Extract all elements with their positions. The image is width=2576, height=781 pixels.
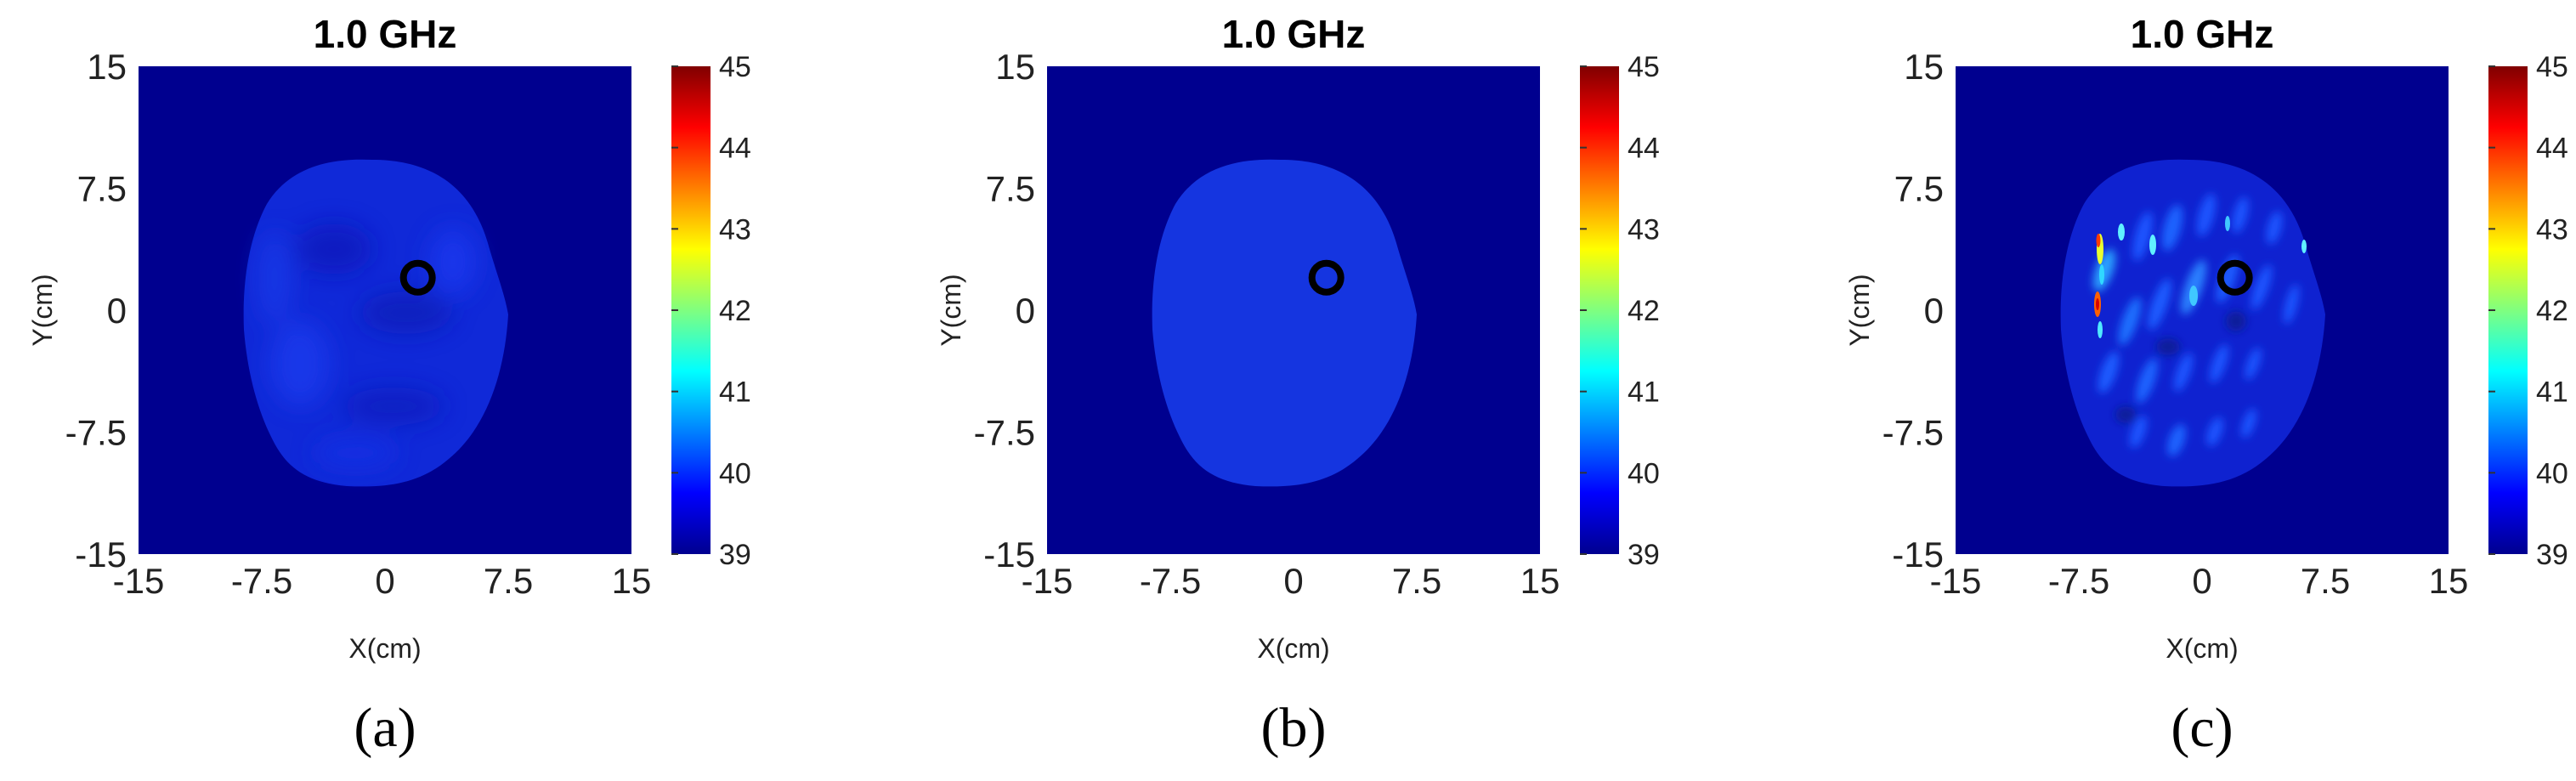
- panel-a-title: 1.0 GHz: [314, 12, 457, 56]
- panel-b-colorbar-tick: 42: [1628, 295, 1660, 327]
- panel-a-x-tick: 15: [612, 561, 652, 601]
- panel-a-y-tick: 0: [107, 291, 127, 331]
- panel-a: 1.0 GHz -15 -7.5 0 7.5 15 15 7.5 0 -7.5 -15 X(cm…: [27, 12, 751, 759]
- panel-a-colorbar-tick: 39: [719, 539, 751, 571]
- panel-b-y-ticks: 15 7.5 0 -7.5 -15: [974, 47, 1035, 574]
- panel-c-x-tick: -15: [1930, 561, 1982, 601]
- panel-a-y-tick: 7.5: [77, 169, 127, 209]
- panel-c-y-tick: 7.5: [1894, 169, 1944, 209]
- panel-a-colorbar-tick: 45: [719, 51, 751, 83]
- panel-b-colorbar-tick: 45: [1628, 51, 1660, 83]
- panel-a-y-tick: -15: [75, 535, 127, 574]
- panel-b-y-tick: 15: [995, 47, 1035, 87]
- panel-c-x-tick: 7.5: [2301, 561, 2350, 601]
- panel-c-x-tick: 15: [2429, 561, 2469, 601]
- panel-b-x-ticks: -15 -7.5 0 7.5 15: [1022, 561, 1560, 601]
- panel-a-colorbar-tick: 40: [719, 457, 751, 490]
- panel-b-caption: (b): [1261, 697, 1327, 759]
- panel-c-y-tick: 15: [1904, 47, 1944, 87]
- panel-a-x-tick: 7.5: [484, 561, 533, 601]
- panel-b-colorbar-tick: 41: [1628, 376, 1660, 409]
- panel-c-caption: (c): [2171, 697, 2233, 759]
- panel-c-y-tick: 0: [1924, 291, 1944, 331]
- panel-b-marker: [1308, 259, 1345, 296]
- panel-c-x-label: X(cm): [2166, 633, 2238, 664]
- panel-a-y-tick: -7.5: [65, 413, 127, 453]
- panel-b-colorbar-tick: 43: [1628, 213, 1660, 246]
- panel-b-y-tick: -7.5: [974, 413, 1035, 453]
- panel-c-colorbar-tick: 41: [2536, 376, 2568, 409]
- panel-c-colorbar-ticks: 45 44 43 42 41 40 39: [2488, 51, 2568, 571]
- panel-c-marker: [2216, 259, 2253, 296]
- panel-a-y-label: Y(cm): [27, 274, 58, 346]
- panel-a-colorbar-tick: 44: [719, 133, 751, 165]
- panel-b-colorbar-tick: 39: [1628, 539, 1660, 571]
- panel-c: 1.0 GHz: [1844, 12, 2568, 759]
- panel-b-x-tick: -15: [1022, 561, 1073, 601]
- panel-b-colorbar-ticks: 45 44 43 42 41 40 39: [1580, 51, 1660, 571]
- panel-a-colorbar-tick: 43: [719, 213, 751, 246]
- panel-a-x-tick: 0: [375, 561, 394, 601]
- panel-b-y-tick: -15: [983, 535, 1035, 574]
- panel-b-y-tick: 0: [1016, 291, 1035, 331]
- panel-a-colorbar-ticks: 45 44 43 42 41 40 39: [671, 51, 751, 571]
- panel-b-head-region: [1152, 159, 1417, 487]
- panel-b-x-tick: -7.5: [1140, 561, 1201, 601]
- panel-c-colorbar-tick: 39: [2536, 539, 2568, 571]
- panel-c-colorbar-tick: 43: [2536, 213, 2568, 246]
- panel-b-y-tick: 7.5: [986, 169, 1035, 209]
- panel-b-x-label: X(cm): [1257, 633, 1329, 664]
- panel-a-head-region: [243, 159, 508, 487]
- panel-a-y-ticks: 15 7.5 0 -7.5 -15: [65, 47, 127, 574]
- panel-c-y-ticks: 15 7.5 0 -7.5 -15: [1882, 47, 1944, 574]
- panel-c-colorbar-tick: 42: [2536, 295, 2568, 327]
- panel-c-colorbar-tick: 40: [2536, 457, 2568, 490]
- panel-b-colorbar-tick: 40: [1628, 457, 1660, 490]
- panel-c-x-tick: 0: [2192, 561, 2211, 601]
- panel-b-x-tick: 0: [1283, 561, 1303, 601]
- panel-a-x-ticks: -15 -7.5 0 7.5 15: [113, 561, 652, 601]
- panel-c-colorbar-tick: 44: [2536, 133, 2568, 165]
- panel-a-caption: (a): [354, 697, 416, 759]
- panel-c-colorbar-tick: 45: [2536, 51, 2568, 83]
- panel-b-colorbar-tick: 44: [1628, 133, 1660, 165]
- panel-a-x-tick: -15: [113, 561, 165, 601]
- panel-a-colorbar-tick: 42: [719, 295, 751, 327]
- panel-a-x-label: X(cm): [348, 633, 421, 664]
- panel-c-y-label: Y(cm): [1844, 274, 1875, 346]
- panel-c-head-region: [2060, 159, 2325, 487]
- panel-b-x-tick: 15: [1520, 561, 1560, 601]
- panel-c-title: 1.0 GHz: [2131, 12, 2274, 56]
- panel-b-title: 1.0 GHz: [1222, 12, 1366, 56]
- panel-a-x-tick: -7.5: [231, 561, 292, 601]
- panel-c-y-tick: -15: [1892, 535, 1944, 574]
- panel-a-marker: [399, 259, 436, 296]
- panel-b-x-tick: 7.5: [1392, 561, 1441, 601]
- panel-b: 1.0 GHz -15 -7.5 0 7.5 15 15 7.5 0 -7.5 -15 X(cm…: [936, 12, 1660, 759]
- panel-a-colorbar-tick: 41: [719, 376, 751, 409]
- panel-a-y-tick: 15: [87, 47, 127, 87]
- panel-c-y-tick: -7.5: [1882, 413, 1944, 453]
- panel-c-x-tick: -7.5: [2048, 561, 2109, 601]
- panel-b-y-label: Y(cm): [936, 274, 966, 346]
- panel-c-x-ticks: -15 -7.5 0 7.5 15: [1930, 561, 2469, 601]
